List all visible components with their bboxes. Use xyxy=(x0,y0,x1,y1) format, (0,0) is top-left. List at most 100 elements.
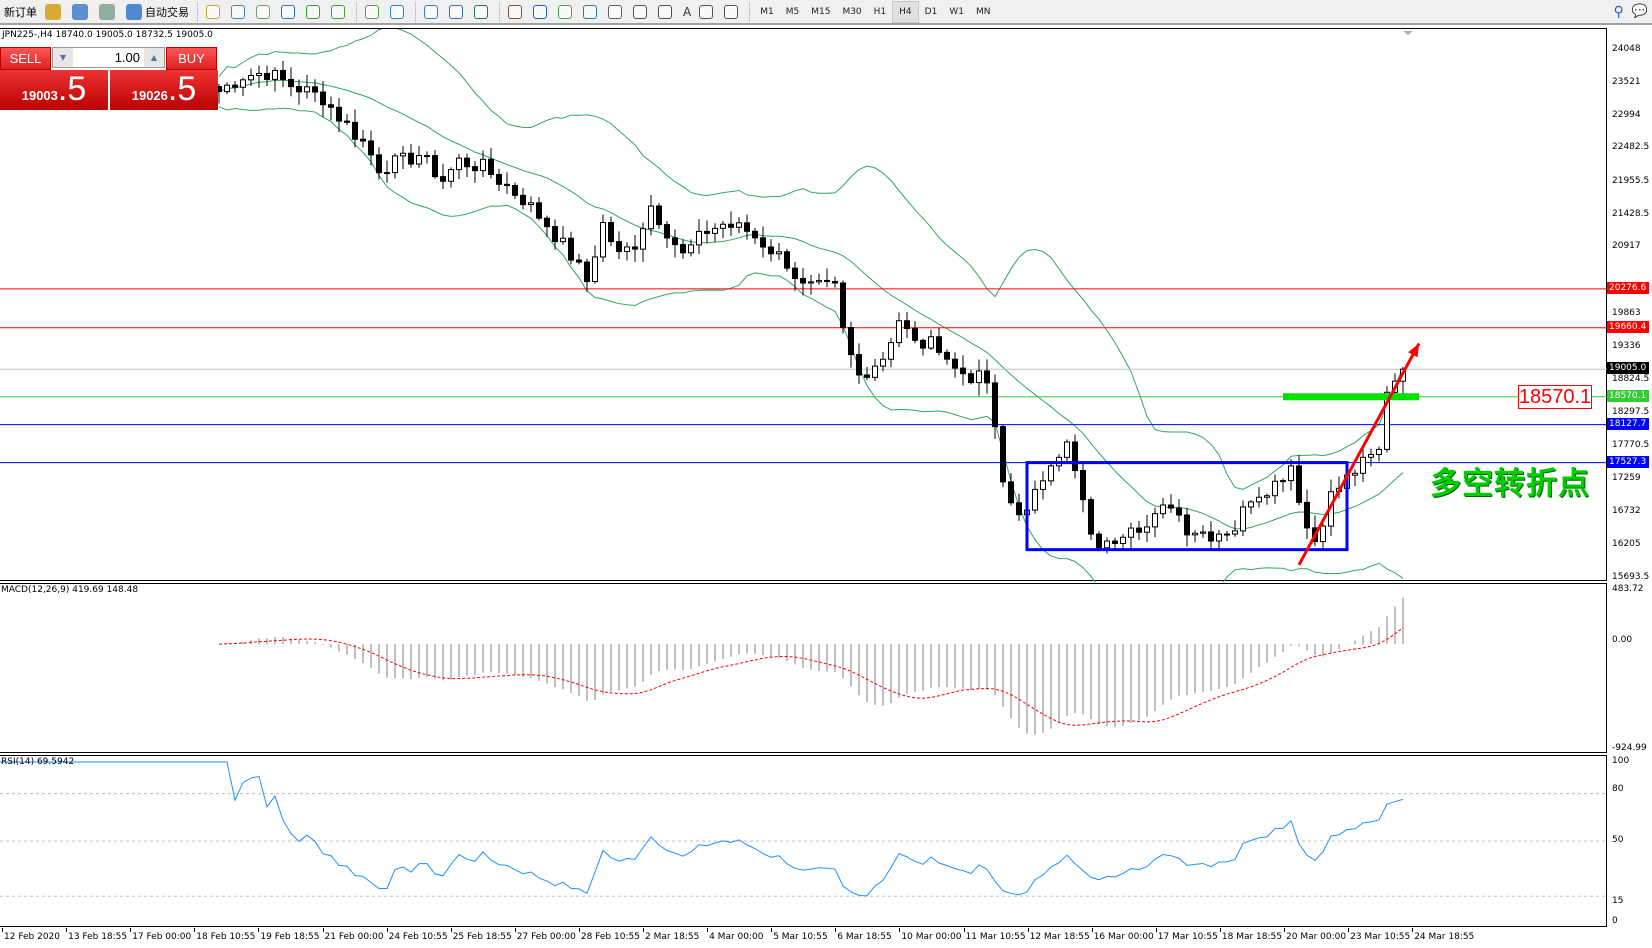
toolbar-templates-button[interactable] xyxy=(470,1,495,23)
toolbar-bar-chart-button[interactable] xyxy=(202,1,227,23)
toolbar-auto-scroll-button[interactable] xyxy=(361,1,386,23)
toolbar-gold-bars-button[interactable] xyxy=(41,1,68,23)
candle xyxy=(488,147,494,179)
toolbar-new-order-button[interactable]: 新订单 xyxy=(0,1,41,23)
bar-chart-icon xyxy=(206,4,220,19)
chat-icon[interactable]: 💬 xyxy=(1631,4,1648,19)
rsi-panel[interactable]: RSI(14) 69.5942 xyxy=(0,755,1607,927)
toolbar-zoom-out-button[interactable] xyxy=(302,1,327,23)
candle xyxy=(992,374,998,439)
toolbar-indicators-button[interactable] xyxy=(420,1,445,23)
candle xyxy=(792,261,798,291)
rsi-label: RSI(14) 69.5942 xyxy=(1,757,75,767)
increase-lot-button[interactable]: ▲ xyxy=(144,48,164,67)
toolbar-arrows-button[interactable] xyxy=(720,1,745,23)
toolbar-tile-windows-button[interactable] xyxy=(327,1,352,23)
toolbar-signal-button[interactable] xyxy=(95,1,122,23)
bear-candle-body xyxy=(520,194,526,206)
toolbar-auto-trading-button[interactable]: 自动交易 xyxy=(122,1,193,23)
bull-candle-body xyxy=(1032,488,1038,511)
timeframe-m1[interactable]: M1 xyxy=(760,6,774,17)
macd-panel[interactable]: MACD(12,26,9) 419.69 148.48 xyxy=(0,583,1607,753)
toolbar-periods-clock-button[interactable] xyxy=(445,1,470,23)
timeframe-m5[interactable]: M5 xyxy=(785,6,800,17)
toolbar-trendline-button[interactable] xyxy=(604,1,629,23)
timeframe-m30[interactable]: M30 xyxy=(842,6,862,17)
macd-tick: 483.72 xyxy=(1612,584,1644,594)
lot-size-stepper[interactable]: ▼ 1.00 ▲ xyxy=(52,47,165,68)
price-tick: 18824.5 xyxy=(1612,373,1650,384)
candle xyxy=(1152,507,1158,538)
bear-candle-body xyxy=(792,267,798,280)
toolbar-candlestick-button[interactable] xyxy=(227,1,252,23)
candle xyxy=(1200,525,1206,538)
candle xyxy=(536,197,542,221)
buy-price[interactable]: 19026 .5 xyxy=(110,70,218,110)
toolbar-vertical-line-button[interactable] xyxy=(554,1,579,23)
candle xyxy=(832,276,838,288)
timeframe-h4[interactable]: H4 xyxy=(892,0,919,23)
timeframe-mn[interactable]: MN xyxy=(975,6,991,17)
candle xyxy=(264,65,270,87)
toolbar-text-label-button[interactable] xyxy=(695,1,720,23)
price-tick: 19336 xyxy=(1612,341,1641,352)
toolbar-chart-shift-button[interactable] xyxy=(386,1,411,23)
toolbar-text-button[interactable]: A xyxy=(679,1,695,23)
bear-candle-body xyxy=(704,230,710,234)
bull-candle-body xyxy=(696,230,702,246)
candle xyxy=(1304,489,1310,539)
timeframe-w1[interactable]: W1 xyxy=(949,6,964,17)
candle xyxy=(1368,448,1374,467)
bear-candle-body xyxy=(288,78,294,88)
candle xyxy=(616,231,622,260)
toolbar-printer-button[interactable] xyxy=(68,1,95,23)
toolbar-cursor-button[interactable] xyxy=(504,1,529,23)
candle xyxy=(592,245,598,284)
sell-button[interactable]: SELL xyxy=(0,47,51,70)
bear-candle-body xyxy=(616,241,622,253)
toolbar-line-chart-button[interactable] xyxy=(252,1,277,23)
price-level-tag: 17527.3 xyxy=(1607,455,1649,468)
main-chart-panel[interactable] xyxy=(0,28,1607,582)
annotation-text[interactable]: 多空转折点 xyxy=(1430,466,1590,502)
buy-price-fraction: .5 xyxy=(167,70,197,108)
bull-candle-body xyxy=(272,69,278,80)
search-icon[interactable]: ⚲ xyxy=(1613,3,1624,20)
bear-candle-body xyxy=(608,221,614,243)
lot-size-input[interactable]: 1.00 xyxy=(114,50,140,65)
toolbar-equidistant-channel-button[interactable] xyxy=(629,1,654,23)
toolbar-horizontal-line-button[interactable] xyxy=(579,1,604,23)
bear-candle-body xyxy=(344,120,350,123)
toolbar-zoom-in-button[interactable] xyxy=(277,1,302,23)
timeframe-m15[interactable]: M15 xyxy=(811,6,831,17)
toolbar: 新订单 自动交易 A M1 M5 M15 M30 H1 H4 D1 W1 MN ⚲ 💬 xyxy=(0,0,1652,25)
bull-candle-body xyxy=(480,158,486,172)
bull-candle-body xyxy=(872,365,878,378)
candle xyxy=(520,187,526,210)
bear-candle-body xyxy=(312,86,318,93)
candle xyxy=(1216,529,1222,552)
sell-price[interactable]: 19003 .5 xyxy=(0,70,108,110)
bull-candle-body xyxy=(888,342,894,360)
timeframe-h1[interactable]: H1 xyxy=(873,6,887,17)
macd-chart xyxy=(218,597,1404,735)
bear-candle-body xyxy=(680,244,686,254)
candle xyxy=(1040,471,1046,500)
level-price-label[interactable]: 18570.1 xyxy=(1518,385,1592,409)
buy-button[interactable]: BUY xyxy=(166,47,217,70)
time-tick-mark xyxy=(514,928,516,932)
time-tick: 25 Feb 18:55 xyxy=(452,932,512,942)
candle xyxy=(576,253,582,265)
time-axis: 12 Feb 2020 13 Feb 18:55 17 Feb 00:00 18 Fe… xyxy=(0,928,1607,948)
candle xyxy=(400,146,406,170)
candle xyxy=(976,359,982,396)
bear-candle-body xyxy=(1072,441,1078,472)
timeframe-d1[interactable]: D1 xyxy=(924,6,938,17)
candle xyxy=(1192,530,1198,543)
toolbar-crosshair-button[interactable] xyxy=(529,1,554,23)
toolbar-fibonacci-button[interactable] xyxy=(654,1,679,23)
decrease-lot-button[interactable]: ▼ xyxy=(53,48,73,67)
bollinger-middle xyxy=(218,79,1404,530)
rsi-tick: 15 xyxy=(1612,896,1624,906)
bear-candle-body xyxy=(632,246,638,250)
